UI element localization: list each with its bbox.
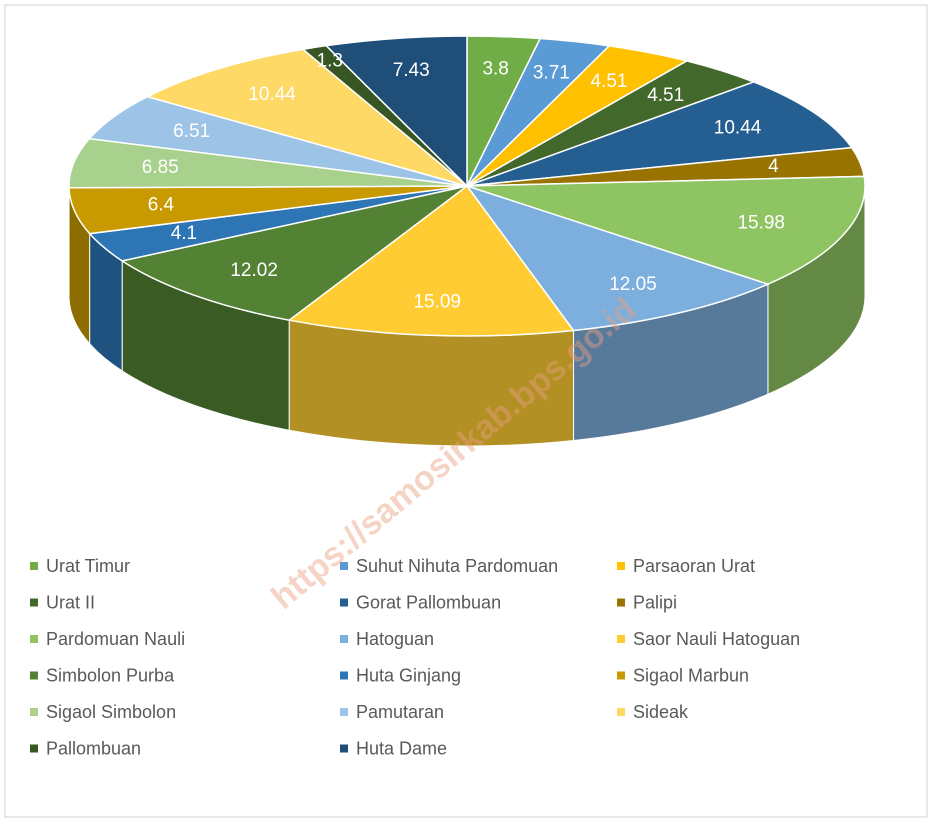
- legend-label: Sigaol Marbun: [633, 665, 749, 685]
- legend-label: Suhut Nihuta Pardomuan: [356, 556, 558, 576]
- legend-label: Parsaoran Urat: [633, 556, 755, 576]
- data-label: 4: [768, 156, 779, 177]
- legend-label: Palipi: [633, 592, 677, 612]
- legend-swatch: [340, 708, 348, 716]
- legend-swatch: [30, 672, 38, 680]
- data-label: 6.85: [142, 157, 179, 178]
- legend-label: Pallombuan: [46, 738, 141, 758]
- data-label: 1.3: [317, 50, 343, 71]
- legend-swatch: [340, 672, 348, 680]
- legend-swatch: [617, 599, 625, 607]
- legend-swatch: [617, 562, 625, 570]
- legend-swatch: [340, 635, 348, 643]
- data-label: 6.51: [173, 121, 210, 142]
- data-label: 10.44: [248, 84, 296, 105]
- legend-label: Sideak: [633, 702, 689, 722]
- legend-label: Huta Ginjang: [356, 665, 461, 685]
- legend-label: Urat II: [46, 592, 95, 612]
- data-label: 4.51: [591, 71, 628, 92]
- legend-swatch: [30, 562, 38, 570]
- data-label: 15.09: [413, 291, 461, 312]
- legend-swatch: [617, 708, 625, 716]
- legend-label: Gorat Pallombuan: [356, 592, 501, 612]
- data-label: 12.02: [230, 260, 278, 281]
- data-label: 7.43: [393, 60, 430, 81]
- data-label: 4.51: [647, 85, 684, 106]
- legend-label: Pamutaran: [356, 702, 444, 722]
- legend-label: Hatoguan: [356, 629, 434, 649]
- data-label: 4.1: [171, 223, 197, 244]
- data-label: 3.8: [482, 59, 508, 80]
- legend-swatch: [617, 672, 625, 680]
- data-label: 10.44: [714, 118, 762, 139]
- legend-swatch: [30, 708, 38, 716]
- legend-label: Pardomuan Nauli: [46, 629, 185, 649]
- legend-swatch: [30, 635, 38, 643]
- legend-swatch: [340, 745, 348, 753]
- legend-label: Saor Nauli Hatoguan: [633, 629, 800, 649]
- legend-label: Huta Dame: [356, 738, 447, 758]
- legend-swatch: [617, 635, 625, 643]
- legend-swatch: [30, 745, 38, 753]
- legend-label: Urat Timur: [46, 556, 130, 576]
- data-label: 6.4: [148, 195, 175, 216]
- legend-label: Simbolon Purba: [46, 665, 175, 685]
- legend-label: Sigaol Simbolon: [46, 702, 176, 722]
- legend-swatch: [30, 599, 38, 607]
- data-label: 3.71: [533, 62, 570, 83]
- data-label: 15.98: [737, 212, 785, 233]
- legend-swatch: [340, 599, 348, 607]
